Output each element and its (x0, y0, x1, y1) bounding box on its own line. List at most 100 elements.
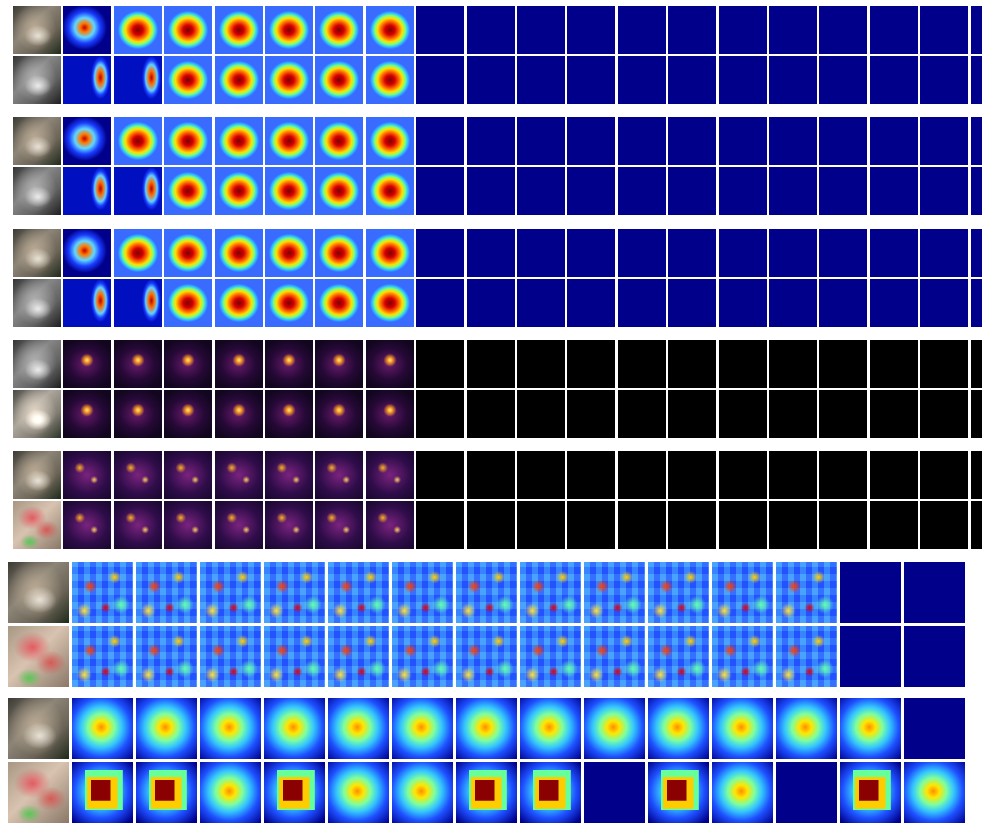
empty-map (870, 451, 918, 499)
empty-map (567, 451, 615, 499)
attention-map (215, 451, 263, 499)
empty-map (416, 451, 464, 499)
attention-map (366, 167, 414, 215)
attention-map (315, 501, 363, 549)
empty-map (416, 167, 464, 215)
attention-map (366, 56, 414, 104)
empty-map (719, 279, 767, 327)
attention-map (136, 762, 197, 823)
empty-map (416, 390, 464, 438)
empty-map (819, 167, 867, 215)
empty-map (517, 390, 565, 438)
empty-map (769, 451, 817, 499)
attention-map (712, 762, 773, 823)
empty-map (567, 501, 615, 549)
attention-map (315, 56, 363, 104)
attention-map (648, 626, 709, 687)
empty-map (920, 390, 968, 438)
input-image (13, 451, 61, 499)
empty-map (567, 279, 615, 327)
attention-map (584, 698, 645, 759)
empty-map (416, 56, 464, 104)
attention-map (840, 698, 901, 759)
attention-map (328, 626, 389, 687)
empty-map (467, 451, 515, 499)
attention-map (366, 117, 414, 165)
empty-map (870, 6, 918, 54)
attention-map (200, 762, 261, 823)
empty-map (467, 6, 515, 54)
empty-map (467, 167, 515, 215)
attention-map (392, 762, 453, 823)
attention-map (265, 340, 313, 388)
input-image (13, 340, 61, 388)
attention-map (648, 562, 709, 623)
attention-map (200, 562, 261, 623)
input-image (13, 390, 61, 438)
empty-map (719, 6, 767, 54)
empty-map (819, 279, 867, 327)
empty-map (567, 117, 615, 165)
empty-map (668, 340, 716, 388)
attention-map (776, 626, 837, 687)
empty-map (819, 6, 867, 54)
attention-map (215, 6, 263, 54)
empty-map (618, 117, 666, 165)
attention-map (200, 626, 261, 687)
empty-map (904, 698, 965, 759)
attention-map (265, 6, 313, 54)
input-image (13, 229, 61, 277)
attention-map (114, 279, 162, 327)
attention-map (315, 390, 363, 438)
attention-map (315, 6, 363, 54)
empty-map (517, 279, 565, 327)
attention-map (114, 6, 162, 54)
attention-map (215, 340, 263, 388)
empty-map (618, 167, 666, 215)
empty-map (517, 340, 565, 388)
empty-map (920, 451, 968, 499)
attention-map (456, 762, 517, 823)
empty-map (567, 229, 615, 277)
attention-map (164, 6, 212, 54)
attention-map (215, 279, 263, 327)
attention-map (712, 698, 773, 759)
attention-map (63, 279, 111, 327)
empty-map (971, 167, 982, 215)
attention-map (215, 117, 263, 165)
attention-map (63, 117, 111, 165)
attention-map (392, 562, 453, 623)
empty-map (971, 279, 982, 327)
empty-map (840, 626, 901, 687)
empty-map (769, 6, 817, 54)
empty-map (467, 340, 515, 388)
attention-map (456, 698, 517, 759)
empty-map (467, 56, 515, 104)
empty-map (668, 167, 716, 215)
empty-map (870, 390, 918, 438)
empty-map (769, 229, 817, 277)
attention-map (776, 562, 837, 623)
attention-map (315, 279, 363, 327)
empty-map (416, 229, 464, 277)
attention-map (584, 562, 645, 623)
empty-map (467, 229, 515, 277)
attention-map (200, 698, 261, 759)
attention-map (215, 501, 263, 549)
attention-map (72, 562, 133, 623)
attention-map (164, 390, 212, 438)
attention-map (315, 117, 363, 165)
attention-map (520, 626, 581, 687)
attention-map (136, 698, 197, 759)
attention-map (164, 167, 212, 215)
attention-map (63, 451, 111, 499)
attention-map (328, 762, 389, 823)
attention-map (215, 390, 263, 438)
empty-map (618, 56, 666, 104)
empty-map (819, 229, 867, 277)
attention-map (265, 167, 313, 215)
attention-map (63, 229, 111, 277)
attention-map (164, 56, 212, 104)
empty-map (769, 279, 817, 327)
empty-map (719, 56, 767, 104)
